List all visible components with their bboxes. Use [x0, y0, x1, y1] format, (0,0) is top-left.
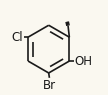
Text: Br: Br	[43, 79, 56, 92]
Text: OH: OH	[74, 55, 92, 68]
Text: Cl: Cl	[12, 31, 23, 44]
